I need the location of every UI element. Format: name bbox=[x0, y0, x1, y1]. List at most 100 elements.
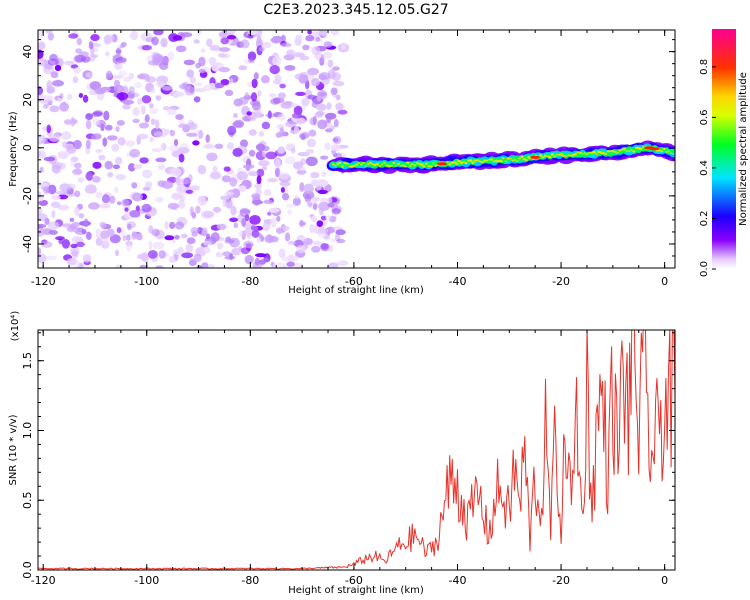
heatmap-noise-cell bbox=[300, 133, 306, 141]
heatmap-noise-cell bbox=[206, 152, 218, 162]
heatmap-noise-cell bbox=[166, 108, 177, 116]
heatmap-noise-cell bbox=[232, 121, 244, 128]
heatmap-noise-cell bbox=[95, 228, 102, 239]
ridge-cell bbox=[625, 150, 628, 152]
ridge-cell bbox=[459, 161, 464, 164]
heatmap-noise-cell bbox=[193, 253, 202, 263]
heatmap-noise-cell bbox=[225, 30, 237, 33]
heatmap-noise-cell bbox=[212, 206, 222, 213]
heatmap-noise-cell bbox=[325, 112, 337, 120]
ridge-cell bbox=[483, 159, 487, 162]
heatmap-noise-cell bbox=[310, 171, 320, 179]
heatmap-noise-cell bbox=[248, 149, 256, 157]
heatmap-noise-cell bbox=[262, 221, 271, 232]
ridge-cell bbox=[485, 159, 489, 162]
ridge-cell bbox=[571, 154, 575, 157]
heatmap-noise-cell bbox=[314, 112, 324, 118]
ridge-peak bbox=[437, 162, 447, 166]
heatmap-noise-cell bbox=[331, 208, 341, 215]
heatmap-noise-cell bbox=[129, 210, 141, 218]
heatmap-noise-cell bbox=[251, 78, 258, 89]
heatmap-noise-cell bbox=[195, 62, 202, 69]
heatmap-noise-cell bbox=[244, 254, 254, 265]
heatmap-noise-cell bbox=[203, 144, 216, 149]
ridge-cell bbox=[660, 150, 664, 153]
ridge-cell bbox=[667, 150, 670, 153]
heatmap-noise-cell bbox=[286, 49, 295, 56]
heatmap-noise-cell bbox=[38, 30, 43, 39]
y-tick-label: 0 bbox=[21, 144, 34, 151]
heatmap-noise-cell bbox=[78, 213, 85, 219]
heatmap-noise-cell bbox=[67, 93, 73, 101]
heatmap-noise-cell bbox=[330, 87, 338, 96]
heatmap-noise-cell bbox=[66, 225, 79, 233]
ridge-cell bbox=[331, 163, 335, 166]
heatmap-noise-cell bbox=[124, 207, 129, 212]
heatmap-noise-cell bbox=[218, 66, 231, 73]
heatmap-noise-cell bbox=[244, 214, 250, 222]
heatmap-noise-cell bbox=[281, 256, 293, 262]
y-tick-label: 1.0 bbox=[21, 422, 34, 440]
ridge-cell bbox=[462, 161, 466, 163]
heatmap-noise-cell bbox=[82, 254, 92, 263]
heatmap-noise-cell bbox=[120, 228, 126, 237]
ridge-cell bbox=[574, 153, 578, 156]
ridge-cell bbox=[588, 151, 591, 154]
heatmap-noise-cell bbox=[173, 139, 179, 147]
heatmap-noise-cell bbox=[282, 193, 290, 201]
heatmap-noise-cell bbox=[139, 264, 147, 268]
heatmap-noise-cell bbox=[321, 30, 327, 37]
heatmap-noise-cell bbox=[321, 171, 327, 178]
heatmap-noise-cell bbox=[326, 102, 332, 111]
heatmap-noise-cell bbox=[257, 89, 262, 97]
heatmap-noise-cell bbox=[293, 52, 305, 58]
heatmap-noise-cell bbox=[316, 220, 324, 228]
ridge-cell bbox=[511, 159, 514, 162]
heatmap-noise-cell bbox=[70, 243, 78, 249]
ridge-cell bbox=[492, 160, 496, 163]
heatmap-noise-cell bbox=[161, 143, 166, 150]
heatmap-noise-cell bbox=[330, 30, 340, 36]
ridge-cell bbox=[408, 164, 412, 167]
heatmap-noise-cell bbox=[82, 94, 89, 103]
heatmap-noise-cell bbox=[280, 101, 293, 109]
heatmap-noise-cell bbox=[190, 227, 199, 234]
heatmap-noise-cell bbox=[243, 240, 254, 249]
heatmap-noise-cell bbox=[91, 54, 99, 59]
heatmap-signal-ridge bbox=[326, 140, 675, 174]
heatmap-noise-cell bbox=[277, 113, 286, 121]
heatmap-noise-cell bbox=[126, 242, 132, 252]
heatmap-noise-cell bbox=[189, 76, 197, 84]
ridge-cell bbox=[334, 164, 337, 167]
heatmap-noise-cell bbox=[77, 177, 85, 183]
heatmap-noise-cell bbox=[288, 240, 296, 245]
heatmap-noise-cell bbox=[223, 166, 231, 172]
heatmap-noise-cell bbox=[43, 103, 49, 109]
ridge-cell bbox=[630, 148, 633, 151]
heatmap-noise-cell bbox=[251, 229, 260, 238]
heatmap-noise-cell bbox=[51, 194, 61, 201]
colorbar-label: Normalized spectral amplitude bbox=[738, 72, 749, 226]
ridge-cell bbox=[338, 161, 342, 164]
heatmap-noise-cell bbox=[178, 153, 185, 163]
heatmap-noise-cell bbox=[178, 119, 185, 125]
heatmap-noise-cell bbox=[276, 227, 284, 234]
ridge-cell bbox=[538, 154, 543, 157]
ridge-cell bbox=[567, 154, 570, 157]
heatmap-y-ticks: -40 -20 0 20 40 bbox=[21, 39, 675, 257]
heatmap-noise-cell bbox=[78, 93, 84, 98]
ridge-cell bbox=[476, 159, 480, 162]
heatmap-noise-cell bbox=[106, 228, 115, 237]
heatmap-noise-cell bbox=[126, 234, 131, 241]
heatmap-noise-cell bbox=[146, 55, 155, 62]
heatmap-noise-cell bbox=[254, 111, 261, 119]
ridge-cell bbox=[578, 151, 582, 155]
heatmap-noise-cell bbox=[244, 92, 249, 98]
heatmap-noise-cell bbox=[109, 234, 121, 244]
heatmap-noise-cell bbox=[117, 137, 126, 146]
heatmap-noise-cell bbox=[133, 163, 143, 170]
heatmap-noise-cell bbox=[137, 97, 143, 105]
ridge-cell bbox=[518, 157, 521, 160]
heatmap-noise-cell bbox=[95, 191, 103, 199]
heatmap-noise-cell bbox=[131, 231, 138, 240]
